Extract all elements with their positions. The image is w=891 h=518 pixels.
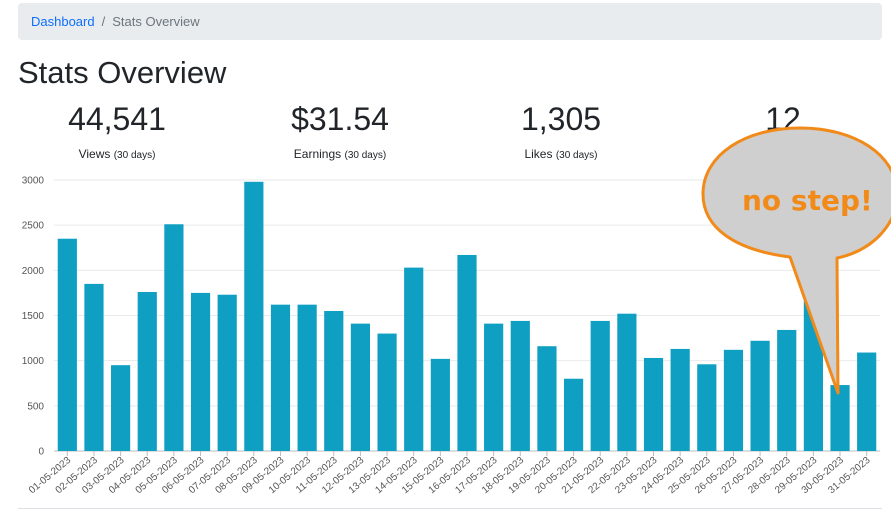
y-tick-label: 3000 <box>22 176 45 187</box>
stat-views-label: Views (30 days) <box>27 147 207 161</box>
page-title: Stats Overview <box>18 55 227 90</box>
chart-x-axis: 01-05-202302-05-202303-05-202304-05-2023… <box>27 451 873 496</box>
stat-fourth: 12 <box>693 100 873 147</box>
y-tick-label: 1000 <box>22 356 45 367</box>
stat-likes-label-text: Likes <box>524 147 553 161</box>
bar-07-05-2023 <box>217 294 237 451</box>
stat-earnings-period: (30 days) <box>344 150 387 161</box>
chart-y-axis: 0 500 1000 1500 2000 2500 3000 <box>22 176 45 458</box>
bar-06-05-2023 <box>190 292 211 451</box>
bar-30-05-2023 <box>830 385 850 451</box>
y-tick-label: 2500 <box>22 221 45 232</box>
stat-views: 44,541 Views (30 days) <box>27 100 207 161</box>
bar-23-05-2023 <box>643 357 664 451</box>
bar-02-05-2023 <box>84 283 104 451</box>
bar-16-05-2023 <box>457 254 477 451</box>
breadcrumb-current: Stats Overview <box>112 14 200 29</box>
bar-26-05-2023 <box>723 349 744 451</box>
bar-20-05-2023 <box>563 378 584 451</box>
stat-earnings: $31.54 Earnings (30 days) <box>250 100 430 161</box>
bottom-divider <box>18 508 882 509</box>
views-bar-chart: 0 500 1000 1500 2000 2500 3000 01-05-202302-05… <box>22 176 880 496</box>
bar-14-05-2023 <box>404 267 424 451</box>
bar-04-05-2023 <box>137 292 157 451</box>
stat-earnings-label: Earnings (30 days) <box>250 147 430 161</box>
stat-earnings-label-text: Earnings <box>293 147 342 161</box>
bar-10-05-2023 <box>297 304 317 451</box>
bar-28-05-2023 <box>777 329 797 451</box>
breadcrumb-dashboard-link[interactable]: Dashboard <box>31 14 95 29</box>
bar-29-05-2023 <box>803 292 823 451</box>
bar-11-05-2023 <box>324 310 344 451</box>
bar-31-05-2023 <box>857 352 877 451</box>
bar-17-05-2023 <box>484 323 504 451</box>
stat-views-period: (30 days) <box>113 150 156 161</box>
stat-likes: 1,305 Likes (30 days) <box>471 100 651 161</box>
chart-bars <box>57 181 877 451</box>
stat-likes-period: (30 days) <box>555 150 598 161</box>
breadcrumb-separator: / <box>101 14 106 29</box>
bar-05-05-2023 <box>164 224 184 451</box>
bar-21-05-2023 <box>590 320 610 451</box>
y-tick-label: 2000 <box>22 266 45 277</box>
bar-19-05-2023 <box>537 346 557 451</box>
bar-13-05-2023 <box>377 333 397 451</box>
bar-03-05-2023 <box>111 365 131 451</box>
bar-15-05-2023 <box>430 358 450 451</box>
bar-22-05-2023 <box>617 313 637 451</box>
y-tick-label: 500 <box>27 401 44 412</box>
y-tick-label: 1500 <box>22 311 45 322</box>
bar-25-05-2023 <box>697 364 717 451</box>
bar-01-05-2023 <box>57 238 77 451</box>
stat-views-label-text: Views <box>78 147 111 161</box>
stat-views-value: 44,541 <box>68 101 166 137</box>
bar-09-05-2023 <box>270 304 291 451</box>
y-tick-label: 0 <box>38 447 44 458</box>
stat-likes-label: Likes (30 days) <box>471 147 651 161</box>
stat-likes-value: 1,305 <box>520 101 602 137</box>
bar-27-05-2023 <box>750 340 770 451</box>
bar-08-05-2023 <box>244 181 264 451</box>
bar-24-05-2023 <box>670 348 690 451</box>
stat-earnings-value: $31.54 <box>291 101 389 137</box>
bar-18-05-2023 <box>510 320 530 451</box>
breadcrumb: Dashboard / Stats Overview <box>18 3 882 40</box>
bar-12-05-2023 <box>350 323 371 451</box>
stat-fourth-value: 12 <box>765 101 801 137</box>
